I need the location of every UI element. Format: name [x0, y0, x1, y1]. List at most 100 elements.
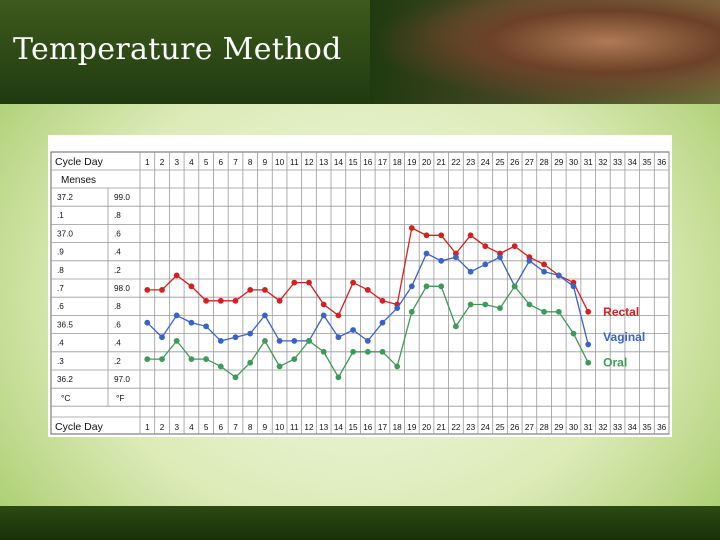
data-point [482, 243, 489, 250]
data-point [276, 363, 283, 370]
day-label-top: 1 [145, 158, 150, 167]
data-point [320, 301, 327, 308]
chart-panel: Cycle Day Cycle Day Menses 1 1 2 2 3 3 4 4 5 5 6 6 7 7 8 8… [48, 135, 672, 437]
day-label-bottom: 27 [525, 423, 535, 432]
data-point [262, 338, 268, 344]
celsius-label: 37.2 [57, 193, 73, 202]
day-label-bottom: 29 [554, 423, 564, 432]
data-point [247, 330, 254, 337]
data-point [262, 287, 268, 293]
day-label-top: 19 [407, 158, 417, 167]
day-label-bottom: 12 [304, 423, 314, 432]
celsius-label: 37.0 [57, 229, 73, 238]
day-label-bottom: 21 [437, 423, 447, 432]
fahrenheit-label: .2 [114, 357, 121, 366]
data-point [203, 323, 210, 330]
data-point [394, 363, 401, 370]
data-point [217, 363, 224, 370]
day-label-bottom: 4 [189, 423, 194, 432]
celsius-label: .8 [57, 266, 64, 275]
slide-title: Temperature Method [13, 32, 342, 67]
data-point [408, 308, 415, 315]
fahrenheit-label: .2 [114, 266, 121, 275]
data-point [364, 287, 371, 293]
data-point [335, 374, 342, 381]
day-label-top: 29 [554, 158, 564, 167]
slide-header: Temperature Method [0, 0, 720, 104]
day-label-bottom: 18 [393, 423, 403, 432]
fahrenheit-label: 99.0 [114, 193, 130, 202]
day-label-top: 18 [393, 158, 403, 167]
data-point [526, 301, 533, 308]
day-label-bottom: 24 [481, 423, 491, 432]
data-point [188, 319, 195, 326]
fahrenheit-label: .6 [114, 229, 121, 238]
data-point [173, 272, 180, 279]
data-point [291, 356, 298, 362]
day-label-top: 33 [613, 158, 623, 167]
day-label-top: 34 [628, 158, 638, 167]
day-label-top: 25 [495, 158, 505, 167]
series-label-oral: Oral [603, 356, 627, 370]
data-point [173, 312, 180, 319]
data-point [203, 356, 210, 362]
data-point [232, 297, 239, 304]
header-photo [370, 0, 720, 104]
day-label-bottom: 23 [466, 423, 476, 432]
data-point [423, 232, 430, 239]
row-header-bottom: Cycle Day [55, 421, 104, 433]
day-label-bottom: 7 [233, 423, 238, 432]
data-point [188, 283, 195, 290]
data-point [188, 356, 195, 362]
series-label-rectal: Rectal [603, 305, 639, 319]
data-point [159, 356, 165, 362]
day-label-top: 10 [275, 158, 285, 167]
day-label-top: 4 [189, 158, 194, 167]
data-point [247, 359, 254, 366]
data-point [364, 348, 371, 355]
data-point [291, 338, 298, 344]
data-point [438, 257, 445, 264]
data-point [541, 268, 547, 275]
series-oral: Oral [144, 283, 627, 381]
day-label-bottom: 20 [422, 423, 432, 432]
data-point [350, 327, 356, 333]
data-point [526, 257, 533, 264]
data-point [585, 308, 592, 315]
row-header-top: Cycle Day [55, 156, 104, 168]
data-point [350, 348, 356, 355]
day-label-bottom: 14 [334, 423, 344, 432]
menses-label: Menses [61, 175, 96, 186]
celsius-label: .7 [57, 284, 64, 293]
data-point [408, 283, 415, 290]
day-label-top: 23 [466, 158, 476, 167]
data-point [555, 272, 562, 279]
day-label-bottom: 30 [569, 423, 579, 432]
data-point [320, 348, 327, 355]
day-label-top: 11 [290, 158, 299, 167]
day-label-bottom: 35 [642, 423, 652, 432]
data-point [541, 308, 547, 315]
data-point [335, 312, 342, 319]
celsius-label: .4 [57, 339, 64, 348]
day-label-top: 6 [219, 158, 224, 167]
data-point [144, 356, 151, 362]
data-point [453, 254, 459, 261]
data-point [511, 243, 518, 250]
day-label-top: 13 [319, 158, 329, 167]
data-point [379, 348, 386, 355]
data-point [541, 261, 547, 268]
data-point [423, 283, 430, 290]
fahrenheit-label: .6 [114, 320, 121, 329]
day-label-bottom: 17 [378, 423, 388, 432]
day-label-bottom: 6 [219, 423, 224, 432]
celsius-label: .9 [57, 248, 64, 257]
day-label-bottom: 31 [584, 423, 594, 432]
day-label-top: 21 [437, 158, 447, 167]
data-point [511, 283, 518, 290]
data-point [467, 301, 474, 308]
series-label-vaginal: Vaginal [603, 330, 645, 344]
day-label-top: 17 [378, 158, 388, 167]
